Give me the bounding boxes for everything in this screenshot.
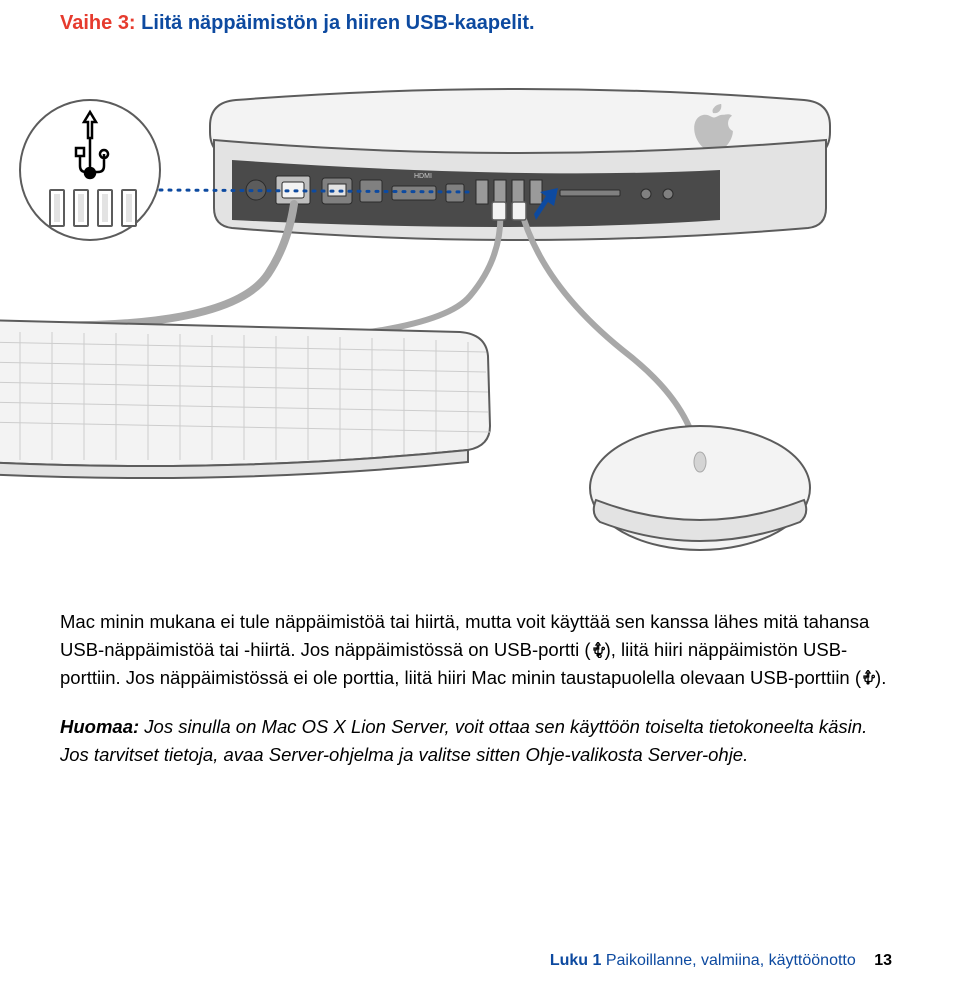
usb-icon bbox=[861, 667, 875, 688]
step-title: Liitä näppäimistön ja hiiren USB-kaapeli… bbox=[136, 12, 535, 34]
note-paragraph: Huomaa: Jos sinulla on Mac OS X Lion Ser… bbox=[60, 713, 892, 769]
note-label: Huomaa: bbox=[60, 716, 139, 737]
chapter-number: Luku 1 bbox=[550, 952, 602, 969]
mouse bbox=[590, 426, 810, 550]
keyboard bbox=[0, 320, 490, 478]
page-footer: Luku 1 Paikoillanne, valmiina, käyttööno… bbox=[550, 952, 892, 970]
callout-dotted-line bbox=[160, 190, 470, 192]
step-number: Vaihe 3: bbox=[60, 12, 136, 34]
body-text-c: ). bbox=[875, 667, 886, 688]
usb-icon bbox=[591, 639, 605, 660]
usb-callout-circle bbox=[20, 100, 160, 240]
step-heading: Vaihe 3: Liitä näppäimistön ja hiiren US… bbox=[60, 10, 892, 36]
body-paragraph: Mac minin mukana ei tule näppäimistöä ta… bbox=[60, 608, 892, 691]
svg-text:HDMI: HDMI bbox=[414, 173, 432, 180]
note-body: Jos sinulla on Mac OS X Lion Server, voi… bbox=[60, 716, 867, 765]
chapter-title: Paikoillanne, valmiina, käyttöönotto bbox=[606, 952, 856, 969]
page-number: 13 bbox=[874, 952, 892, 969]
illustration-macmini-usb: HDMI bbox=[0, 70, 840, 570]
